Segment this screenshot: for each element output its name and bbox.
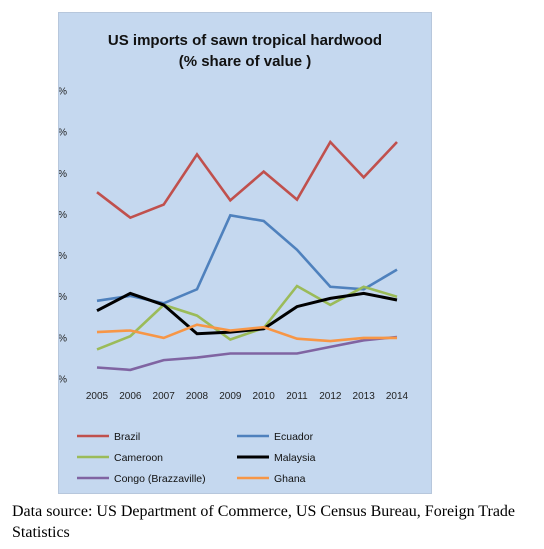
series-line-malaysia [96,291,398,336]
x-tick-label: 2005 [86,391,109,402]
x-axis-ticks: 2005 2006 2007 2008 2009 2010 2011 2012 2013 2014 [86,391,409,402]
x-tick-label: 2012 [319,391,342,402]
legend-label-cameroon: Cameroon [114,452,163,464]
x-tick-label: 2007 [153,391,176,402]
legend-label-congo-brazzaville: Congo (Brazzaville) [114,473,206,485]
x-tick-label: 2013 [353,391,376,402]
legend-label-ghana: Ghana [274,473,306,485]
y-tick-label: 0% [59,375,67,386]
x-tick-label: 2008 [186,391,209,402]
legend-label-brazil: Brazil [114,431,140,443]
x-tick-label: 2006 [119,391,142,402]
chart-panel: US imports of sawn tropical hardwood (% … [58,12,432,494]
y-tick-label: 25% [59,169,67,180]
y-tick-label: 5% [59,333,67,344]
legend: Brazil Ecuador Cameroon Malaysia Congo (Braz… [77,431,316,485]
chart-subtitle: (% share of value ) [179,53,312,70]
y-tick-label: 35% [59,87,67,98]
x-tick-label: 2014 [386,391,409,402]
y-tick-label: 15% [59,251,67,262]
y-tick-label: 30% [59,128,67,139]
x-tick-label: 2009 [219,391,242,402]
series-line-congo-brazzaville [96,335,398,372]
source-note: Data source: US Department of Commerce, … [12,503,516,541]
series-line-ghana [96,323,397,343]
legend-label-malaysia: Malaysia [274,452,316,464]
x-tick-label: 2010 [253,391,276,402]
y-tick-label: 10% [59,292,67,303]
chart-title: US imports of sawn tropical hardwood [108,32,382,49]
line-chart: US imports of sawn tropical hardwood (% … [59,32,409,485]
series-line-brazil [96,139,398,220]
y-tick-label: 20% [59,210,67,221]
x-tick-label: 2011 [286,391,308,402]
legend-label-ecuador: Ecuador [274,431,314,443]
series-lines [96,139,398,372]
series-line-ecuador [96,213,398,305]
y-axis-ticks: 0% 5% 10% 15% 20% 25% 30% 35% [59,87,67,386]
